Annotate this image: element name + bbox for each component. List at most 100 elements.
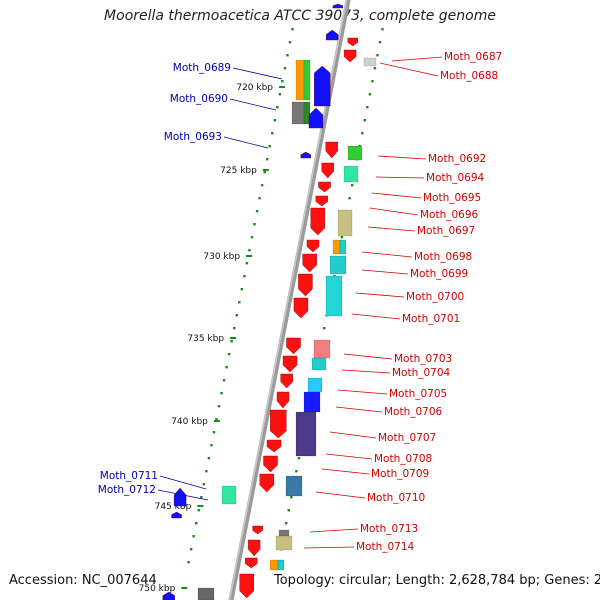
left-guide-dot <box>222 379 226 382</box>
right-gene-label: Moth_0688 <box>440 70 498 82</box>
right-guide-dot <box>381 28 384 31</box>
left-guide-dot <box>217 405 221 408</box>
left-guide-dot <box>225 366 228 369</box>
left-guide-dot <box>273 119 276 122</box>
left-guide-dot <box>286 54 289 57</box>
cog-box <box>307 377 323 393</box>
reverse-gene-arrow <box>239 573 254 599</box>
left-guide-dot <box>253 223 256 226</box>
forward-gene-arrow <box>314 65 331 107</box>
right-gene-label: Moth_0695 <box>423 192 481 204</box>
left-gene-label: Moth_0690 <box>170 93 228 105</box>
right-guide-dot <box>373 67 377 70</box>
left-leader-line <box>159 475 207 490</box>
right-gene-label: Moth_0707 <box>378 432 436 444</box>
right-guide-dot <box>287 509 290 512</box>
left-guide-dot <box>263 171 266 174</box>
forward-gene-arrow <box>325 29 339 41</box>
reverse-gene-arrow <box>321 162 334 179</box>
left-guide-dot <box>240 288 244 291</box>
forward-gene-arrow <box>173 487 187 507</box>
right-leader-line <box>379 62 439 77</box>
cog-box <box>278 529 290 537</box>
right-gene-label: Moth_0713 <box>360 523 418 535</box>
right-gene-label: Moth_0687 <box>444 51 502 63</box>
cog-box <box>347 145 363 161</box>
reverse-gene-arrow <box>318 181 331 193</box>
left-guide-dot <box>230 340 233 343</box>
left-guide-dot <box>255 210 259 213</box>
right-gene-label: Moth_0703 <box>394 353 452 365</box>
cog-box <box>329 255 347 275</box>
cog-box <box>291 101 305 125</box>
right-leader-line <box>337 389 388 395</box>
left-guide-dot <box>238 301 241 304</box>
cog-box <box>295 59 305 101</box>
right-gene-label: Moth_0692 <box>428 153 486 165</box>
forward-gene-arrow <box>171 511 182 519</box>
right-gene-label: Moth_0696 <box>420 209 479 221</box>
left-leader-line <box>157 489 209 501</box>
kbp-tick-label: 725 kbp <box>220 166 257 176</box>
right-gene-label: Moth_0709 <box>371 468 429 480</box>
cog-box <box>221 485 237 505</box>
left-gene-label: Moth_0693 <box>164 131 222 143</box>
right-leader-line <box>351 313 401 320</box>
kbp-tick-label: 735 kbp <box>187 334 224 344</box>
forward-gene-arrow <box>162 591 175 600</box>
left-guide-dot <box>291 28 294 31</box>
right-leader-line <box>371 192 422 199</box>
forward-gene-arrow <box>308 107 324 129</box>
right-gene-label: Moth_0714 <box>356 541 415 553</box>
left-guide-dot <box>200 496 203 499</box>
gene-arrows <box>162 3 359 600</box>
left-guide-dot <box>187 561 190 564</box>
left-guide-dot <box>265 158 269 161</box>
right-leader-line <box>315 491 366 499</box>
cog-box <box>295 411 317 457</box>
left-guide-dot <box>212 431 216 434</box>
right-leader-line <box>335 406 383 413</box>
reverse-gene-arrow <box>286 337 301 355</box>
right-guide-dot <box>340 236 344 239</box>
cog-box <box>337 209 353 237</box>
right-leader-line <box>343 353 393 360</box>
right-gene-label: Moth_0700 <box>406 291 464 303</box>
gene-labels: Moth_0689 Moth_0690 Moth_0693 Moth_0711 Moth… <box>98 51 502 553</box>
cog-box <box>313 339 331 359</box>
left-guide-dot <box>197 509 200 512</box>
left-guide-dot <box>215 418 218 421</box>
right-guide-dot <box>371 80 374 83</box>
genome-summary: Topology: circular; Length: 2,628,784 bp… <box>274 573 600 588</box>
left-guide-dot <box>271 132 274 135</box>
left-gene-label: Moth_0689 <box>173 62 231 74</box>
left-guide-dot <box>207 457 211 460</box>
left-guide-dot <box>248 249 251 252</box>
right-leader-line <box>377 155 427 160</box>
right-leader-line <box>375 176 425 179</box>
right-leader-line <box>309 528 359 533</box>
right-gene-label: Moth_0699 <box>410 268 468 280</box>
left-guide-dot <box>235 314 238 317</box>
left-guide-dot <box>233 327 236 330</box>
right-gene-label: Moth_0704 <box>392 367 451 379</box>
reverse-gene-arrow <box>270 409 287 439</box>
left-guide-dot <box>276 106 279 109</box>
left-guide-dot <box>227 353 231 356</box>
right-guide-dot <box>366 106 369 109</box>
reverse-gene-arrow <box>347 37 359 47</box>
reverse-gene-arrow <box>315 195 329 207</box>
right-gene-label: Moth_0708 <box>374 453 432 465</box>
right-guide-dot <box>348 197 351 200</box>
cog-box <box>277 559 285 571</box>
reverse-gene-arrow <box>263 455 278 473</box>
cog-box <box>303 391 321 413</box>
right-gene-label: Moth_0710 <box>367 492 425 504</box>
reverse-gene-arrow <box>282 355 298 373</box>
left-guide-dot <box>202 483 206 486</box>
right-leader-line <box>361 251 413 258</box>
cog-box <box>325 275 343 317</box>
kbp-tick-label: 740 kbp <box>171 417 208 427</box>
